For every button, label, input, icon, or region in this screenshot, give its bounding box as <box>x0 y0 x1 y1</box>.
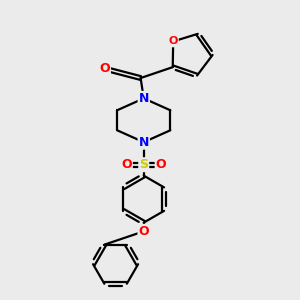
Text: O: O <box>121 158 132 171</box>
Text: S: S <box>139 158 148 171</box>
Text: O: O <box>138 225 149 238</box>
Text: N: N <box>139 136 149 149</box>
Text: N: N <box>139 92 149 105</box>
Text: O: O <box>169 36 178 46</box>
Text: O: O <box>99 62 110 75</box>
Text: O: O <box>156 158 166 171</box>
